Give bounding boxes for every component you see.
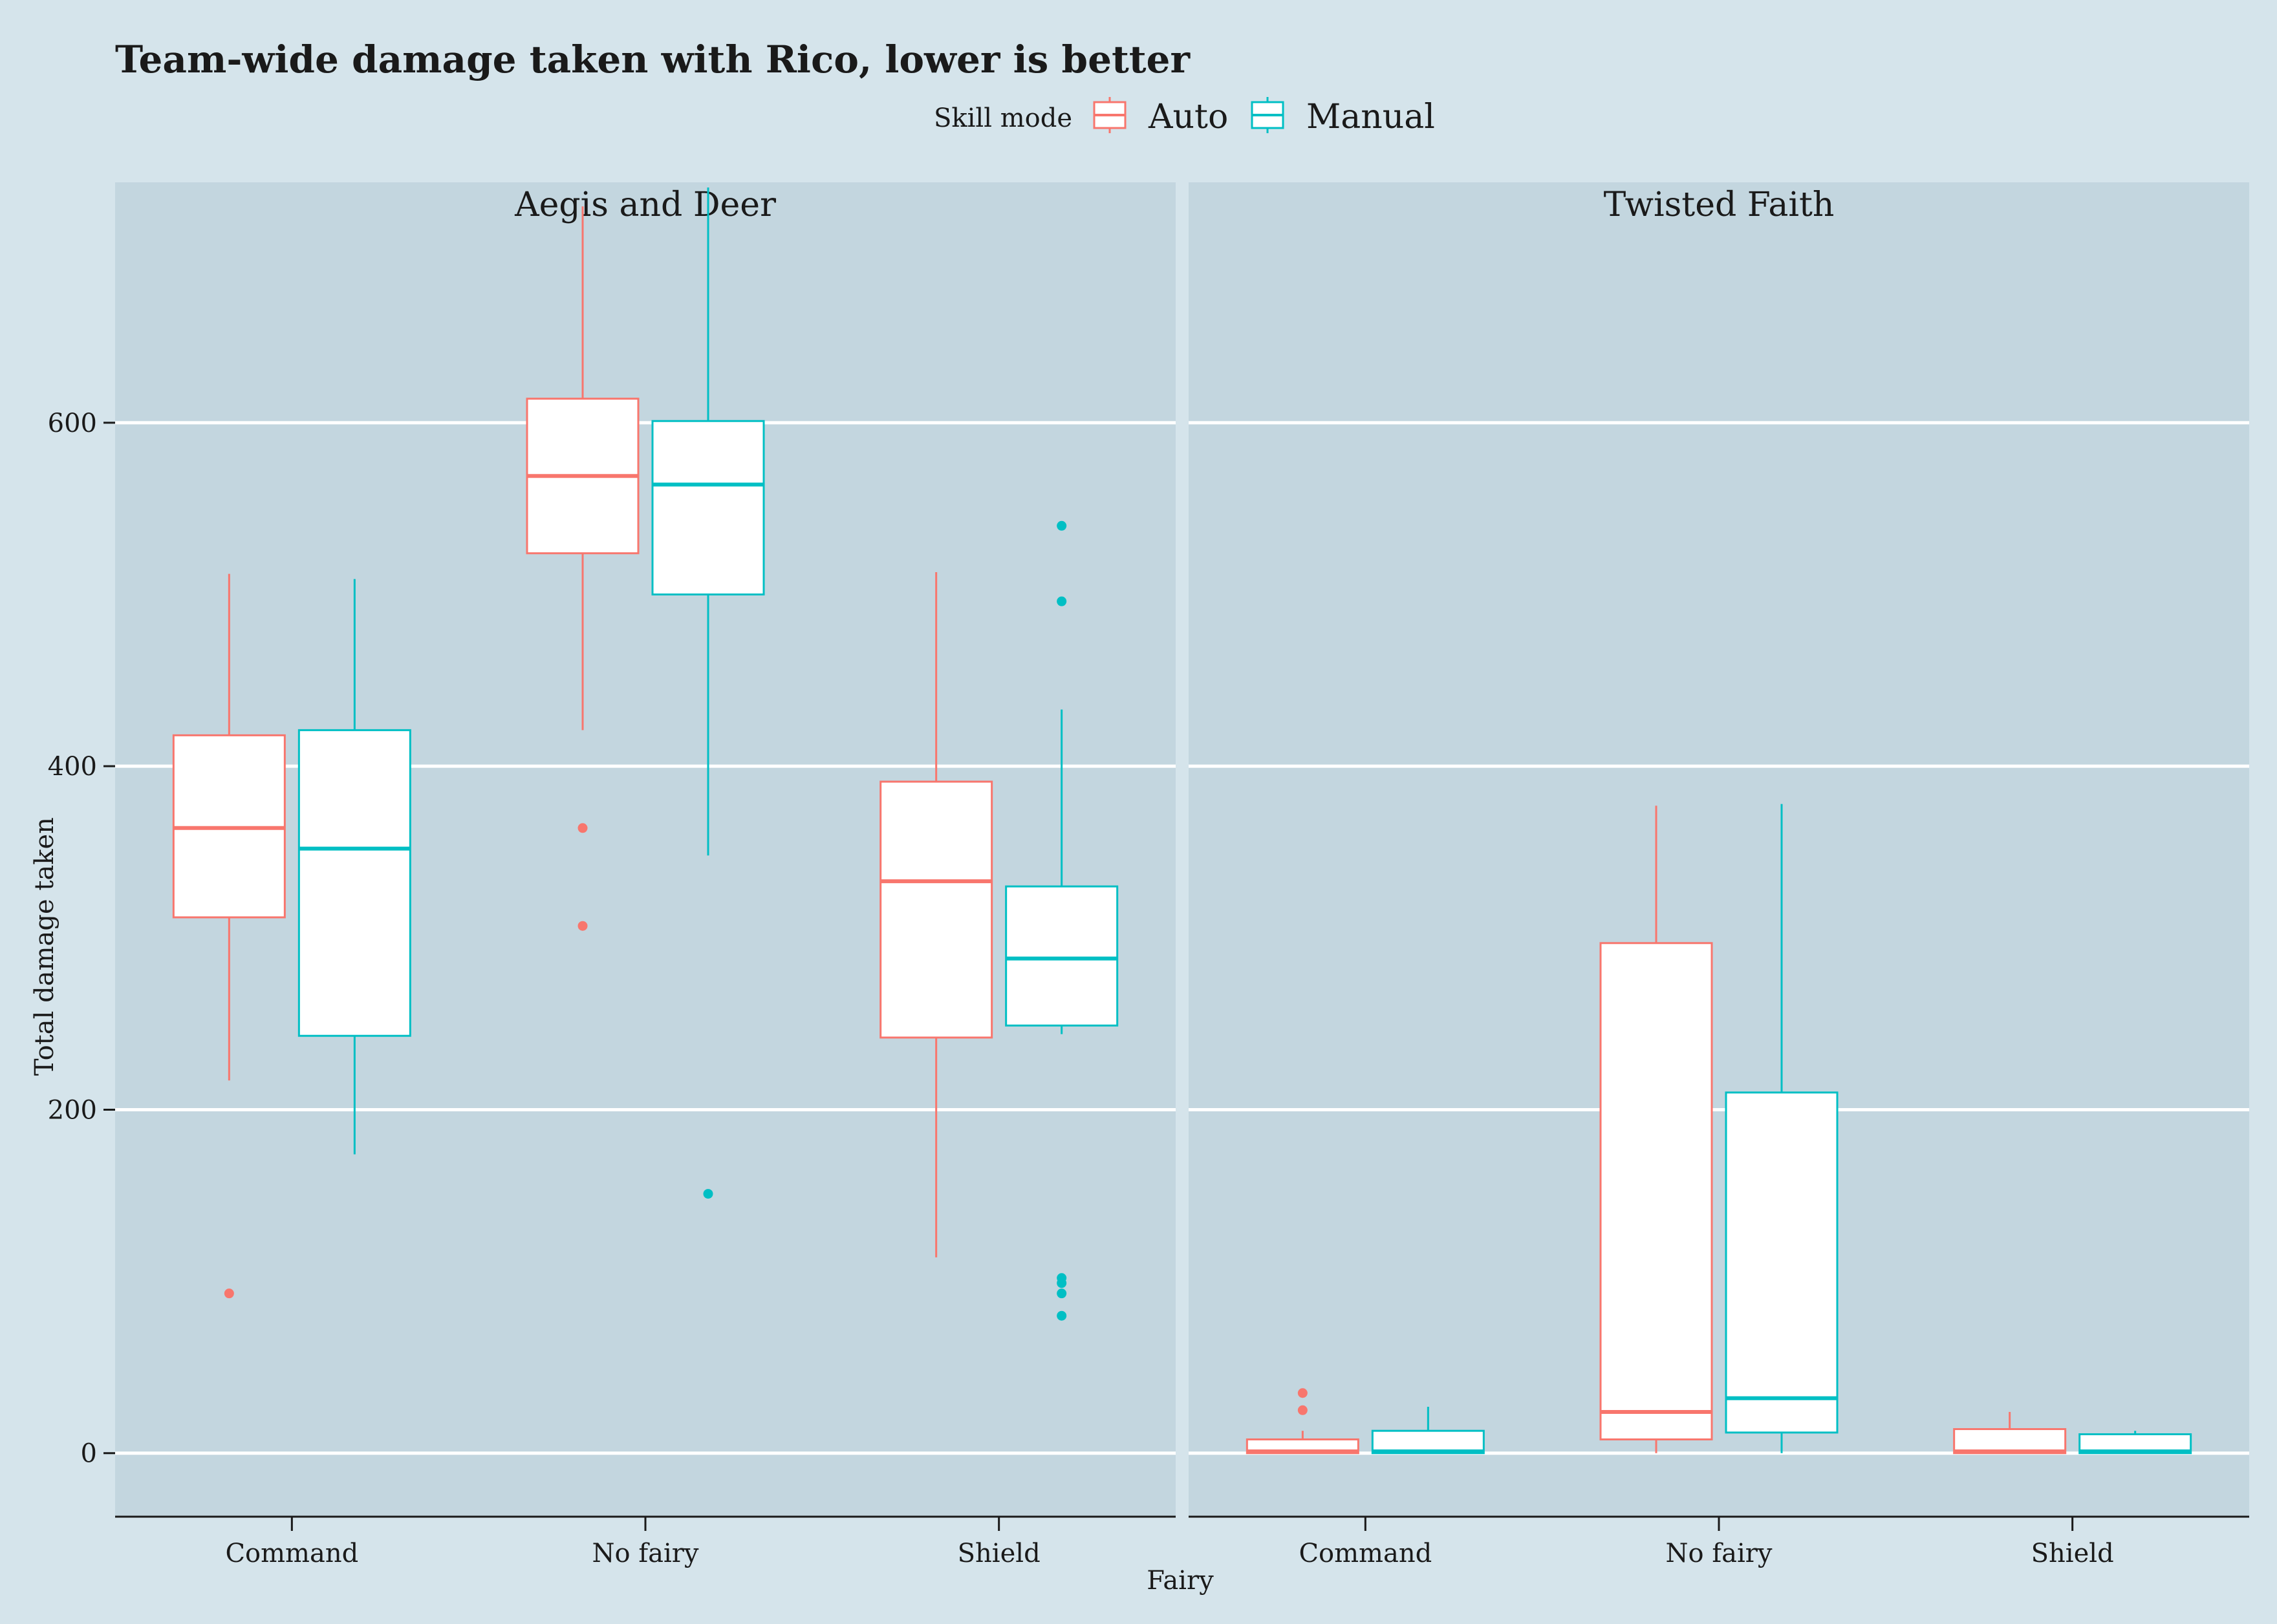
y-tick-label: 600 (48, 409, 97, 438)
outlier-point (224, 1288, 234, 1299)
box-auto (1246, 1388, 1359, 1455)
box-auto (526, 206, 640, 931)
outlier-point (1057, 596, 1067, 606)
facet-strip-label: Twisted Faith (1604, 186, 1835, 224)
outlier-point (1057, 1310, 1067, 1321)
box-iqr (1599, 942, 1713, 1440)
x-tick-label: Command (1299, 1539, 1432, 1568)
y-tick-label: 200 (48, 1095, 97, 1125)
box-manual (651, 187, 765, 1199)
legend: Skill mode Auto Manual (934, 97, 1435, 136)
box-iqr (1725, 1091, 1839, 1434)
box-auto (1953, 1411, 2067, 1455)
box-iqr (1371, 1429, 1485, 1455)
panel-1: Aegis and Deer Command No fairy Shield (115, 182, 1176, 1568)
outlier-point (1297, 1405, 1308, 1415)
box-iqr (880, 780, 993, 1039)
outlier-point (577, 921, 588, 931)
panel-background (1189, 182, 2249, 1517)
panel-2: Twisted Faith Command No fairy Shield (1189, 182, 2249, 1568)
x-tick-label: Shield (958, 1539, 1041, 1568)
x-tick-label: Shield (2031, 1539, 2114, 1568)
panel-background (115, 182, 1176, 1517)
box-iqr (651, 420, 765, 596)
box-iqr (297, 729, 411, 1037)
box-auto (1599, 806, 1713, 1453)
y-tick-label: 400 (48, 752, 97, 782)
outlier-point (1057, 1278, 1067, 1288)
y-tick-label: 0 (81, 1439, 97, 1469)
box-manual (1725, 804, 1839, 1453)
box-auto (172, 573, 286, 1299)
box-iqr (1005, 885, 1119, 1027)
outlier-point (1297, 1388, 1308, 1398)
legend-title: Skill mode (934, 103, 1072, 133)
outlier-point (1057, 1288, 1067, 1299)
facet-strip-label: Aegis and Deer (514, 186, 776, 224)
outlier-point (577, 823, 588, 833)
box-manual (297, 579, 411, 1155)
box-auto (880, 572, 993, 1257)
box-manual (2078, 1431, 2192, 1455)
legend-label: Manual (1306, 98, 1435, 136)
outlier-point (703, 1189, 713, 1199)
legend-key-manual (1251, 97, 1284, 133)
chart-title: Team-wide damage taken with Rico, lower … (115, 37, 1191, 81)
outlier-point (1057, 520, 1067, 531)
box-manual (1005, 520, 1119, 1321)
y-axis-title: Total damage taken (30, 817, 59, 1076)
x-axis-title: Fairy (1147, 1566, 1214, 1596)
x-tick-label: No fairy (592, 1539, 699, 1568)
box-manual (1371, 1406, 1485, 1455)
x-tick-label: No fairy (1666, 1539, 1773, 1568)
legend-label: Auto (1148, 98, 1228, 136)
legend-key-auto (1093, 97, 1127, 133)
x-tick-label: Command (225, 1539, 358, 1568)
